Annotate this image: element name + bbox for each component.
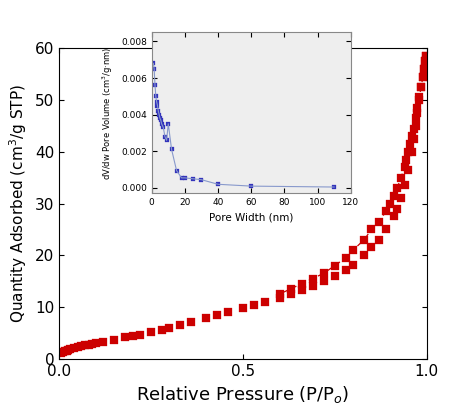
X-axis label: Pore Width (nm): Pore Width (nm) [209,213,293,223]
X-axis label: Relative Pressure (P/P$_o$): Relative Pressure (P/P$_o$) [136,384,350,403]
Y-axis label: Quantity Adsorbed (cm$^3$/g STP): Quantity Adsorbed (cm$^3$/g STP) [8,84,29,323]
Y-axis label: dV/dw Pore Volume (cm$^3$/g·nm): dV/dw Pore Volume (cm$^3$/g·nm) [101,46,115,180]
